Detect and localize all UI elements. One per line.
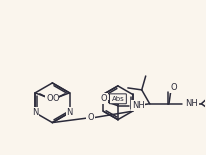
Text: O: O [87,113,94,122]
Text: O: O [46,94,53,103]
Text: Abs: Abs [111,96,124,102]
Text: NH: NH [185,99,198,108]
Text: O: O [170,83,177,92]
FancyBboxPatch shape [109,94,126,104]
Text: N: N [66,108,73,117]
Text: O: O [101,94,107,103]
Text: N: N [32,108,38,117]
Text: NH: NH [132,101,145,110]
Text: O: O [52,94,59,103]
